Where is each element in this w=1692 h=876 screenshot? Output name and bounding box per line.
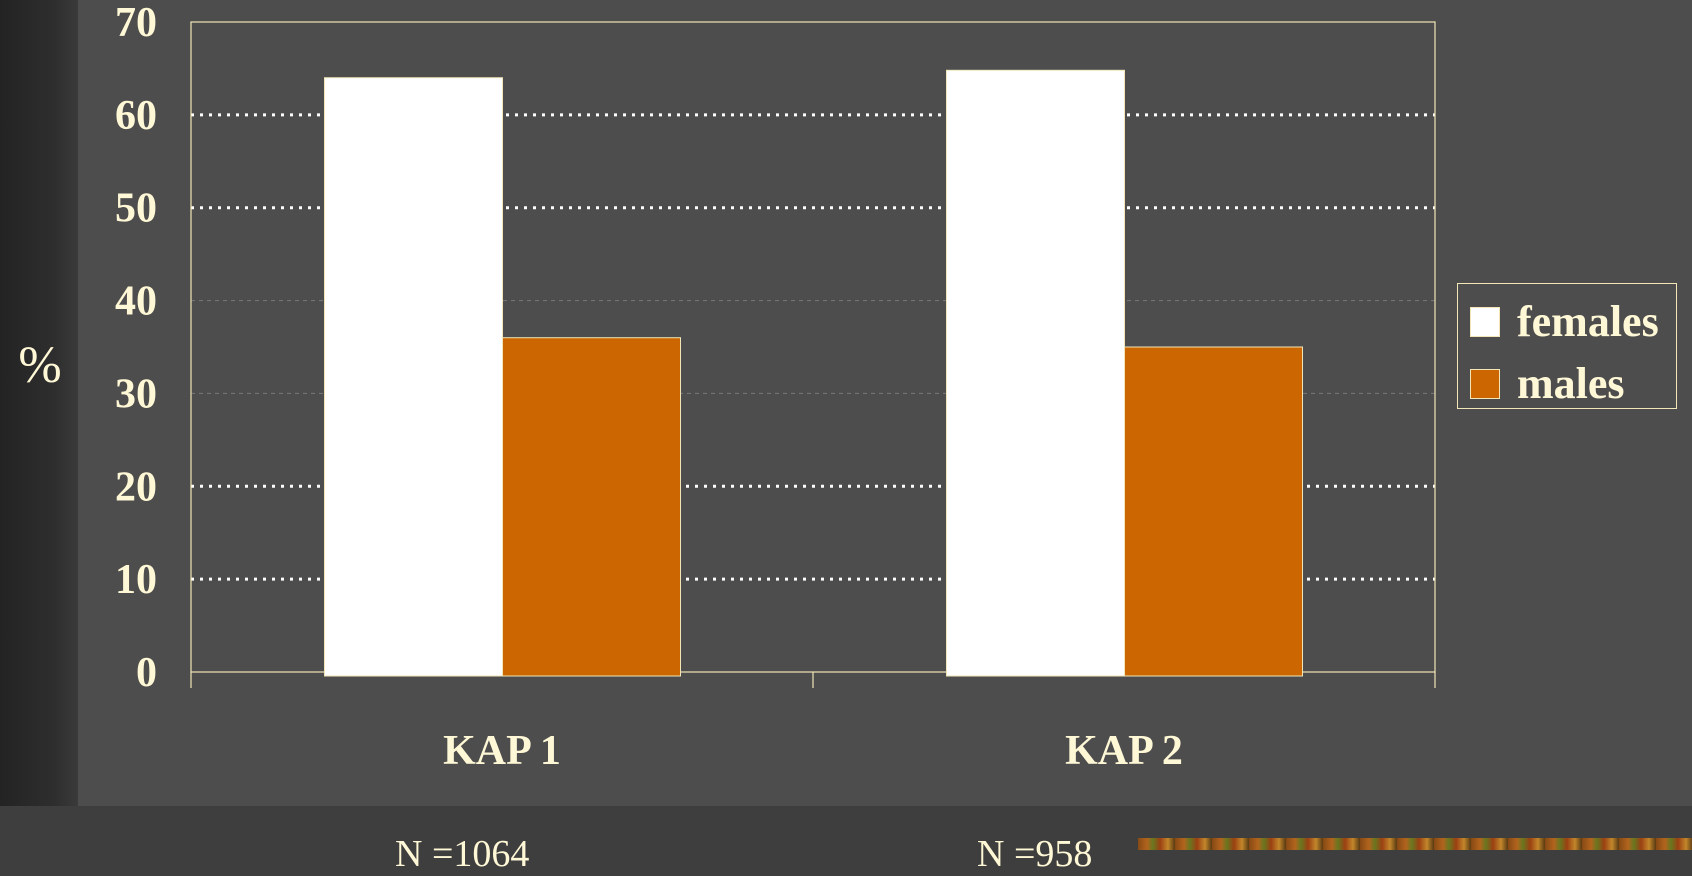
legend: females males (1457, 283, 1677, 409)
y-tick-label-20: 20 (115, 464, 157, 510)
bar-males-kap-1 (502, 337, 681, 677)
decorative-texture-strip (1138, 838, 1692, 850)
legend-label-males: males (1517, 359, 1625, 408)
y-tick-label-40: 40 (115, 279, 157, 325)
legend-item-females: females (1470, 297, 1659, 346)
sample-size-kap1: N =1064 (395, 833, 530, 875)
legend-label-females: females (1517, 297, 1659, 346)
bar-females-kap-1 (324, 77, 503, 677)
legend-item-males: males (1470, 359, 1625, 408)
y-tick-label-30: 30 (115, 371, 157, 417)
y-axis-label: % (18, 337, 62, 394)
y-tick-label-70: 70 (115, 0, 157, 46)
bar-males-kap-2 (1124, 346, 1303, 677)
legend-swatch-females (1470, 307, 1500, 337)
y-tick-label-0: 0 (136, 650, 157, 696)
sample-size-kap2: N =958 (977, 833, 1093, 875)
legend-swatch-males (1470, 369, 1500, 399)
left-decorative-strip (0, 0, 78, 806)
x-category-label-kap-1: KAP 1 (443, 728, 561, 774)
bar-females-kap-2 (946, 69, 1125, 677)
y-tick-label-50: 50 (115, 186, 157, 232)
y-tick-label-10: 10 (115, 557, 157, 603)
y-tick-label-60: 60 (115, 93, 157, 139)
x-category-label-kap-2: KAP 2 (1065, 728, 1183, 774)
